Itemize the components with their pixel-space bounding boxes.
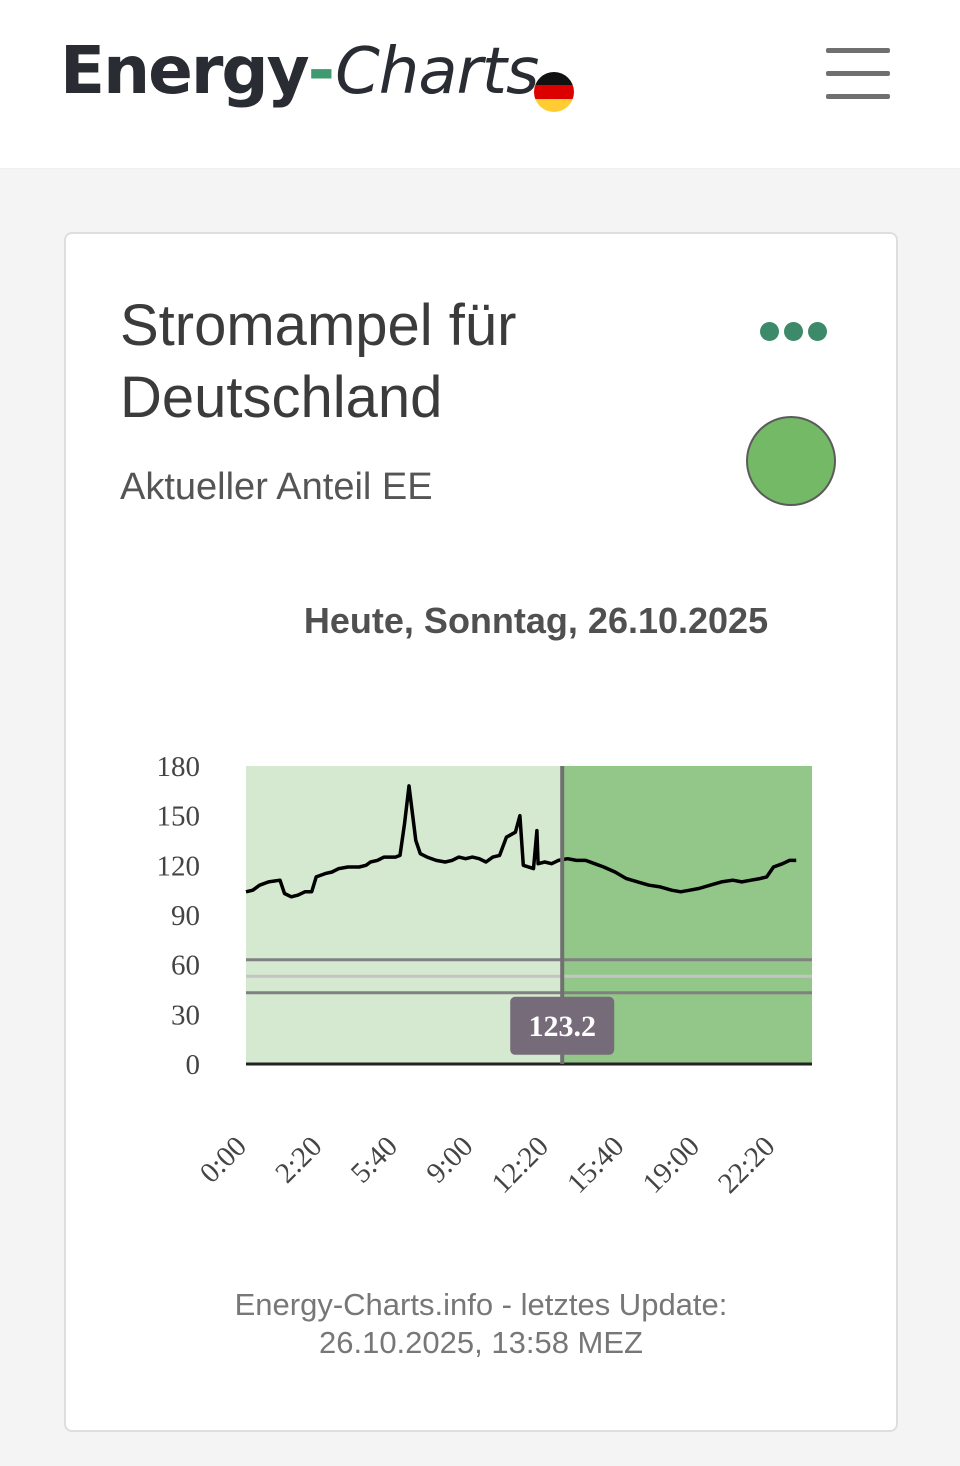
y-tick-label: 120 (157, 850, 201, 882)
renewable-share-chart[interactable]: 0 30 60 90 120 150 180 0:00 2:20 5:40 9:00 12:20 15:… (66, 234, 896, 1234)
german-flag-icon (534, 72, 574, 112)
app-header: Energy - Charts (0, 0, 960, 168)
y-tick-label: 60 (171, 950, 200, 982)
x-tick-label: 15:40 (561, 1130, 630, 1199)
more-dots-icon[interactable] (760, 320, 830, 344)
hamburger-menu-icon[interactable] (826, 48, 890, 100)
x-tick-label: 19:00 (637, 1130, 706, 1199)
y-tick-label: 90 (171, 900, 200, 932)
current-value-label: 123.2 (528, 1010, 596, 1043)
flag-stripe-black (534, 72, 574, 86)
x-tick-label: 0:00 (194, 1130, 253, 1189)
x-tick-label: 22:20 (712, 1130, 781, 1199)
card-title: Stromampel für Deutschland (120, 293, 517, 430)
y-tick-label: 150 (157, 801, 201, 833)
x-tick-label: 5:40 (345, 1130, 404, 1189)
update-footer: Energy-Charts.info - letztes Update: 26.… (126, 1286, 836, 1362)
chart-title: Heute, Sonntag, 26.10.2025 (303, 600, 769, 641)
logo-energy-text: Energy (60, 32, 310, 109)
ee-share-series-line (245, 784, 797, 899)
x-tick-label: 2:20 (269, 1130, 328, 1189)
energy-charts-logo[interactable]: Energy - Charts (60, 32, 539, 122)
card-subtitle: Aktueller Anteil EE (120, 466, 433, 508)
logo-charts-text: Charts (335, 35, 539, 109)
footer-line-source: Energy-Charts.info - letztes Update: (234, 1287, 728, 1322)
flag-stripe-gold (534, 98, 574, 112)
x-tick-label: 9:00 (420, 1130, 479, 1189)
current-value-badge (510, 996, 615, 1055)
y-tick-label: 30 (171, 999, 200, 1031)
traffic-light-card: Stromampel für Deutschland Aktueller Ant… (64, 232, 898, 1432)
logo-dash-text: - (307, 32, 336, 109)
y-tick-label: 180 (157, 751, 201, 783)
x-tick-label: 12:20 (486, 1130, 555, 1199)
footer-line-timestamp: 26.10.2025, 13:58 MEZ (318, 1325, 643, 1360)
flag-stripe-red (534, 85, 574, 99)
traffic-light-status-indicator (746, 416, 836, 506)
y-tick-label: 0 (186, 1049, 201, 1081)
